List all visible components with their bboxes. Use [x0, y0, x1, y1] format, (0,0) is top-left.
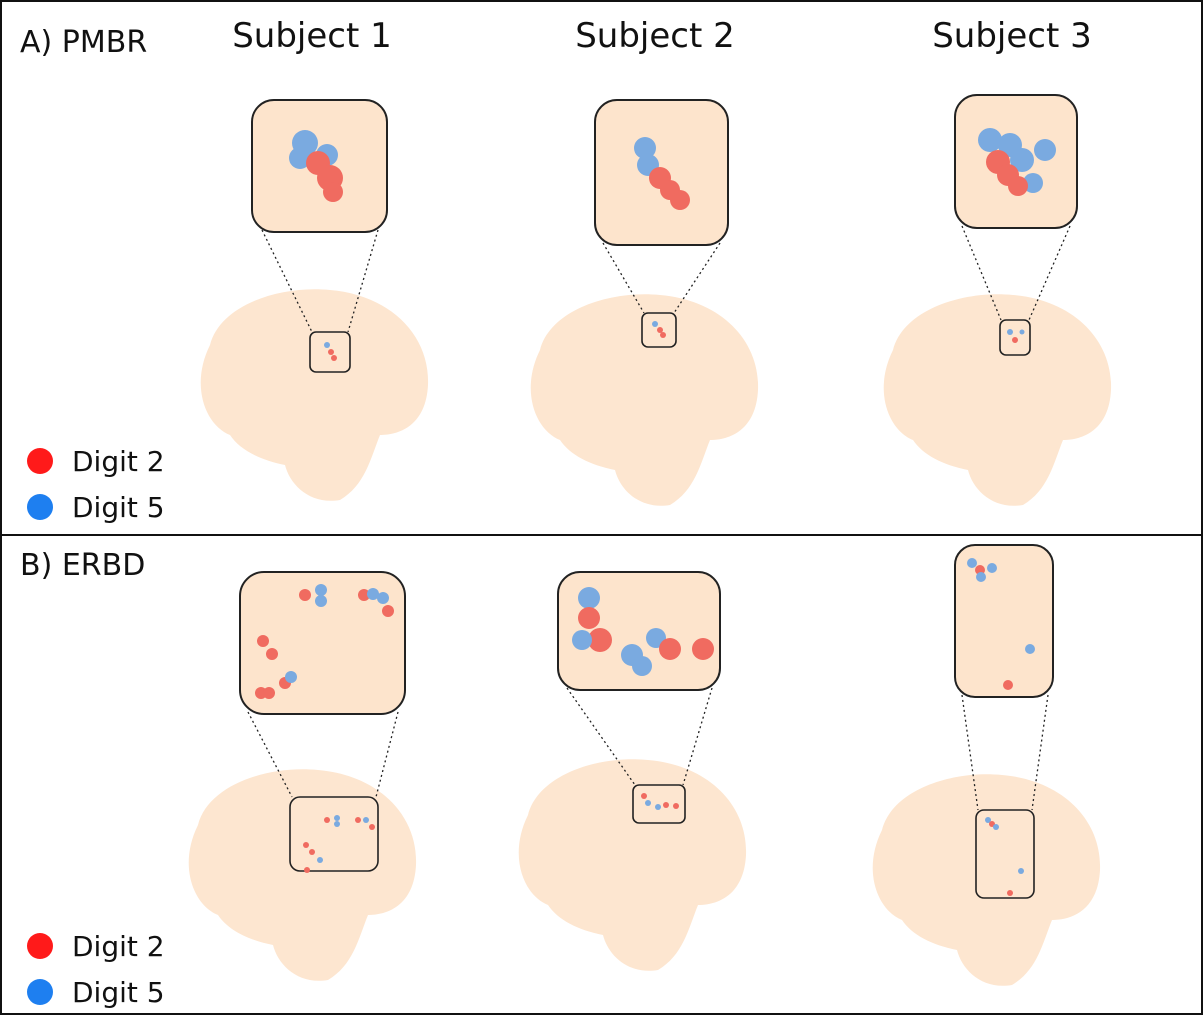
legend-marker	[27, 933, 53, 959]
legend-label: Digit 2	[72, 445, 165, 478]
legend: Digit 2 Digit 5	[27, 445, 165, 524]
legend-marker	[27, 448, 53, 474]
legend-label: Digit 5	[72, 491, 165, 524]
subject-label: Subject 1	[232, 16, 392, 56]
subject-label: Subject 2	[575, 16, 735, 56]
legend-label: Digit 5	[72, 976, 165, 1009]
legend: Digit 2 Digit 5	[27, 930, 165, 1009]
figure: A) PMBR B) ERBD Subject 1 Subject 2 Subj…	[0, 0, 1203, 1015]
subject-label: Subject 3	[932, 16, 1092, 56]
legend-marker	[27, 494, 53, 520]
legend-marker	[27, 979, 53, 1005]
legend-label: Digit 2	[72, 930, 165, 963]
panel-label: A) PMBR	[20, 25, 147, 60]
panel-label: B) ERBD	[20, 548, 145, 583]
